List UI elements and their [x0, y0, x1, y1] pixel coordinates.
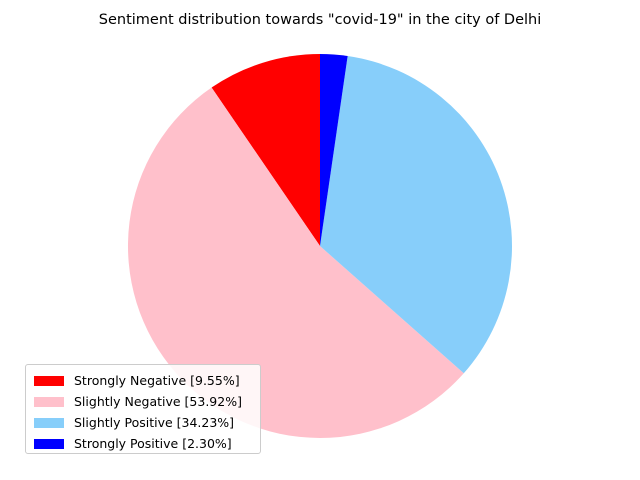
- legend-item-strongly-negative: Strongly Negative [9.55%]: [34, 370, 252, 391]
- legend-swatch-slightly-positive: [34, 417, 64, 428]
- legend-item-slightly-negative: Slightly Negative [53.92%]: [34, 391, 252, 412]
- chart-title: Sentiment distribution towards "covid-19…: [98, 12, 542, 28]
- pie-slice-strongly-positive: [320, 54, 348, 246]
- legend-label-strongly-negative: Strongly Negative [9.55%]: [74, 373, 240, 388]
- legend-item-slightly-positive: Slightly Positive [34.23%]: [34, 412, 252, 433]
- pie-slice-strongly-negative: [211, 54, 320, 246]
- legend-swatch-slightly-negative: [34, 396, 64, 407]
- legend-swatch-strongly-negative: [34, 375, 64, 386]
- legend-item-strongly-positive: Strongly Positive [2.30%]: [34, 433, 252, 454]
- legend-label-slightly-negative: Slightly Negative [53.92%]: [74, 394, 242, 409]
- legend-swatch-strongly-positive: [34, 438, 64, 449]
- legend: Strongly Negative [9.55%] Slightly Negat…: [25, 364, 261, 454]
- legend-label-strongly-positive: Strongly Positive [2.30%]: [74, 436, 232, 451]
- pie-slice-slightly-positive: [320, 56, 512, 374]
- legend-label-slightly-positive: Slightly Positive [34.23%]: [74, 415, 235, 430]
- pie-slice-slightly-negative: [127, 87, 464, 439]
